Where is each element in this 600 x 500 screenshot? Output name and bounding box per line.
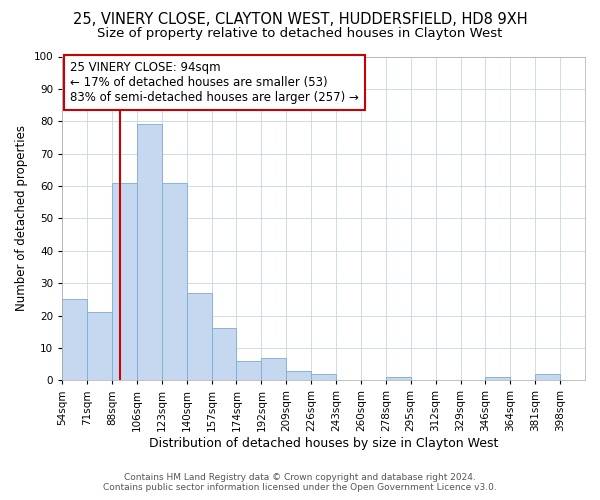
Text: Contains HM Land Registry data © Crown copyright and database right 2024.
Contai: Contains HM Land Registry data © Crown c… xyxy=(103,473,497,492)
Bar xyxy=(112,183,137,380)
Bar xyxy=(87,312,112,380)
Text: 25, VINERY CLOSE, CLAYTON WEST, HUDDERSFIELD, HD8 9XH: 25, VINERY CLOSE, CLAYTON WEST, HUDDERSF… xyxy=(73,12,527,28)
Bar xyxy=(236,361,262,380)
Bar xyxy=(62,300,87,380)
Bar xyxy=(485,377,511,380)
Bar xyxy=(286,370,311,380)
Bar xyxy=(386,377,411,380)
Bar xyxy=(535,374,560,380)
Text: 25 VINERY CLOSE: 94sqm
← 17% of detached houses are smaller (53)
83% of semi-det: 25 VINERY CLOSE: 94sqm ← 17% of detached… xyxy=(70,62,359,104)
Bar xyxy=(137,124,162,380)
Text: Size of property relative to detached houses in Clayton West: Size of property relative to detached ho… xyxy=(97,28,503,40)
Bar xyxy=(212,328,236,380)
Bar xyxy=(262,358,286,380)
Bar xyxy=(162,183,187,380)
Bar xyxy=(187,293,212,380)
Bar xyxy=(311,374,336,380)
Y-axis label: Number of detached properties: Number of detached properties xyxy=(15,126,28,312)
X-axis label: Distribution of detached houses by size in Clayton West: Distribution of detached houses by size … xyxy=(149,437,498,450)
